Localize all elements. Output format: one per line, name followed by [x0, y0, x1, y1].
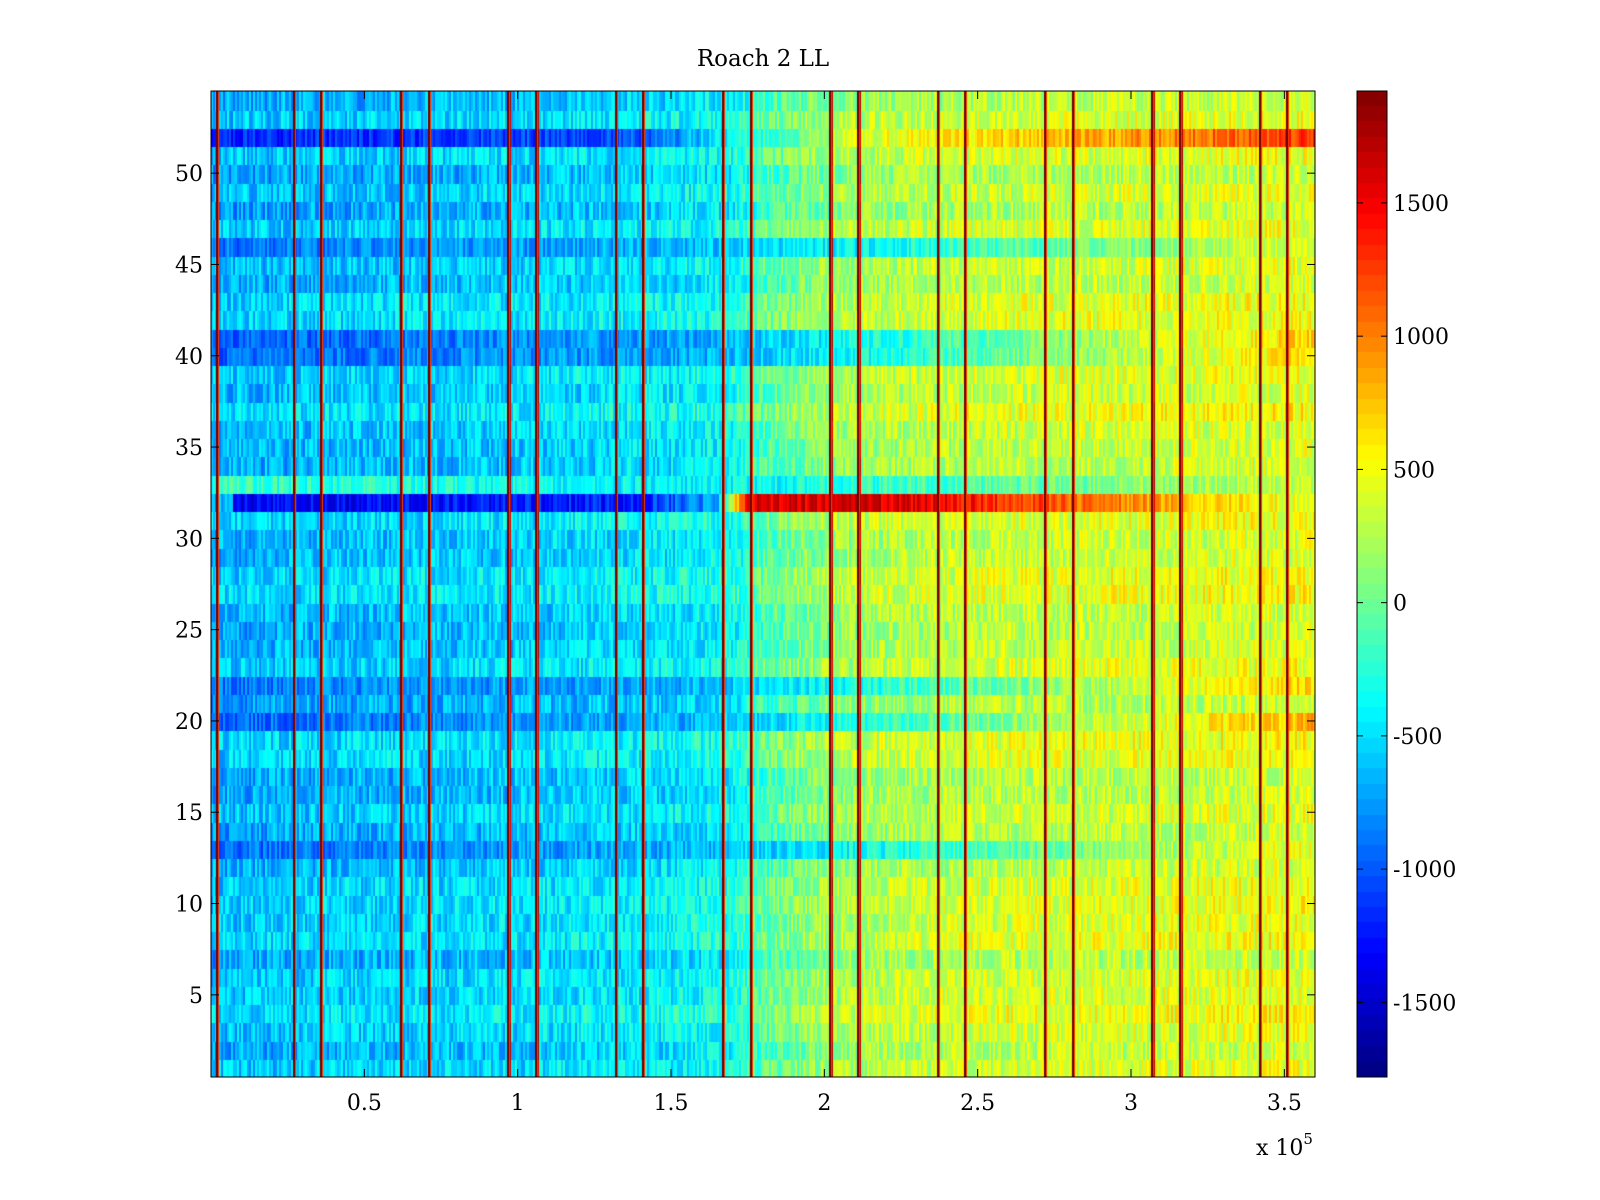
colorbar-tick-label: 0 [1393, 592, 1407, 617]
y-tick-label: 5 [189, 984, 203, 1009]
y-tick-label: 40 [175, 345, 203, 370]
y-axis-ticks: 5 10 15 20 25 30 35 40 45 50 [175, 162, 1315, 1009]
x-tick-label: 0.5 [347, 1091, 382, 1116]
x-axis-multiplier-exponent: 5 [1303, 1130, 1313, 1148]
x-tick-label: 2.5 [960, 1091, 995, 1116]
chart-title: Roach 2 LL [697, 46, 829, 72]
heatmap-image [211, 91, 1315, 1077]
y-tick-label: 25 [175, 619, 203, 644]
colorbar-tick-label: -500 [1393, 725, 1442, 750]
colorbar-tick-label: 500 [1393, 458, 1435, 483]
y-tick-label: 15 [175, 801, 203, 826]
x-tick-label: 3.5 [1267, 1091, 1302, 1116]
y-tick-label: 10 [175, 893, 203, 918]
y-tick-label: 20 [175, 710, 203, 735]
x-axis-ticks: 0.5 1 1.5 2 2.5 3 3.5 [347, 91, 1302, 1116]
colorbar-ticks: -1500 -1000 -500 0 500 1000 1500 [1357, 192, 1456, 1016]
y-tick-label: 35 [175, 436, 203, 461]
x-axis-multiplier: x 105 [1256, 1130, 1313, 1161]
x-tick-label: 3 [1124, 1091, 1138, 1116]
colorbar-tick-label: -1000 [1393, 858, 1456, 883]
y-tick-label: 45 [175, 253, 203, 278]
colorbar-tick-label: 1000 [1393, 325, 1449, 350]
x-axis-multiplier-base: x 10 [1256, 1136, 1303, 1161]
plot-frame [210, 90, 1316, 1078]
colorbar-tick-label: -1500 [1393, 991, 1456, 1016]
colorbar-frame [1356, 90, 1388, 1078]
x-tick-label: 1 [511, 1091, 525, 1116]
colorbar-tick-label: 1500 [1393, 192, 1449, 217]
y-tick-label: 30 [175, 527, 203, 552]
colorbar-gradient [1357, 91, 1387, 1077]
y-tick-label: 50 [175, 162, 203, 187]
x-tick-label: 2 [817, 1091, 831, 1116]
x-tick-label: 1.5 [654, 1091, 689, 1116]
